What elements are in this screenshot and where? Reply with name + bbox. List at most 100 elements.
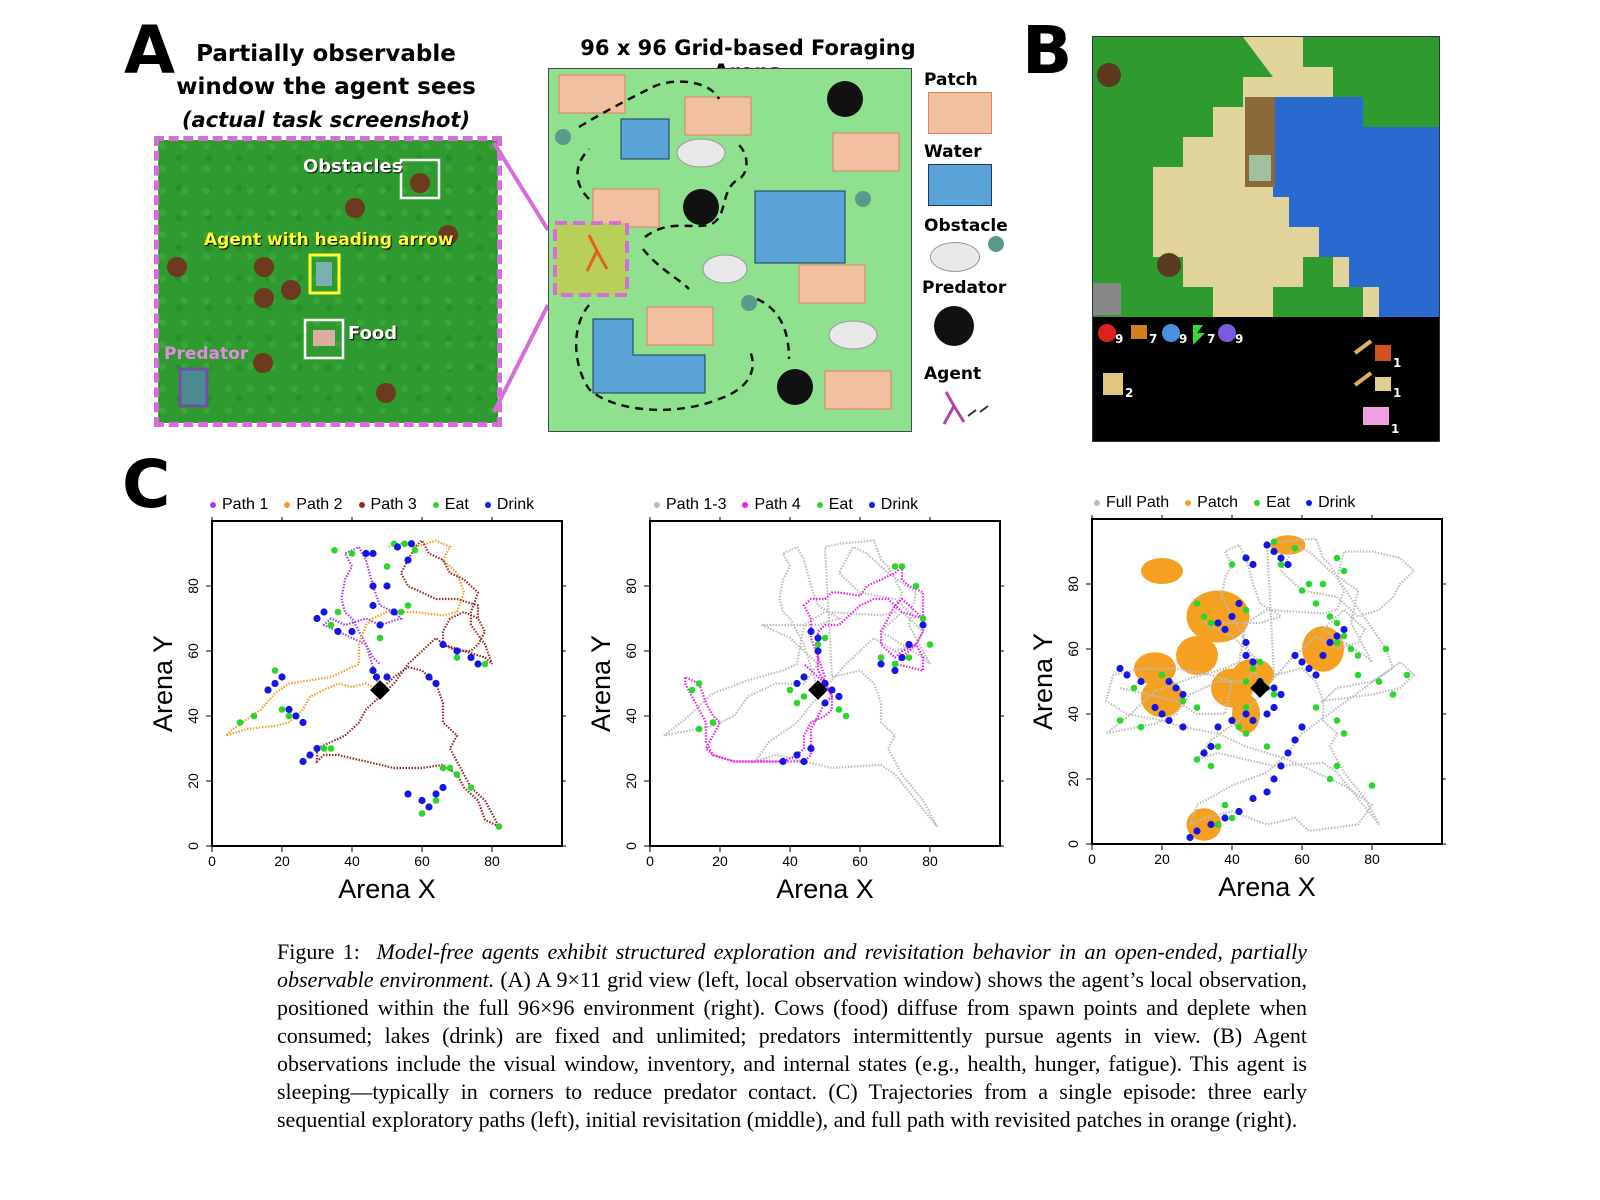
drink-point bbox=[814, 634, 822, 642]
drink-point bbox=[1333, 632, 1341, 640]
drink-point bbox=[898, 653, 906, 662]
drink-point bbox=[1298, 658, 1306, 666]
eat-point bbox=[1333, 619, 1341, 627]
drink-point bbox=[1200, 749, 1208, 757]
eat-point bbox=[1277, 561, 1285, 568]
drink-point bbox=[467, 653, 475, 662]
legend-item-path1: Path 1 bbox=[210, 496, 268, 514]
drink-point bbox=[877, 660, 885, 668]
drink-point bbox=[453, 647, 461, 655]
cow-patch bbox=[798, 264, 866, 304]
eat-point bbox=[1333, 554, 1341, 562]
water-lake bbox=[754, 190, 846, 264]
tree-icon bbox=[376, 383, 396, 403]
drink-point bbox=[369, 666, 377, 675]
x-tick-label: 20 bbox=[712, 853, 728, 869]
drink-point bbox=[1228, 612, 1236, 621]
legend-text: Full Path bbox=[1106, 494, 1170, 511]
agent-sprite-icon bbox=[316, 262, 332, 286]
health-icon bbox=[1098, 324, 1116, 342]
plot-frame bbox=[649, 520, 1001, 847]
drink-point bbox=[1249, 794, 1257, 803]
drink-point bbox=[320, 608, 328, 616]
eat-point bbox=[236, 719, 244, 726]
legend-agent-label: Agent bbox=[924, 364, 982, 384]
eat-point bbox=[1326, 775, 1334, 783]
zoom-connector bbox=[492, 141, 550, 413]
legend-text: Path 2 bbox=[296, 496, 343, 513]
legend-text: Path 3 bbox=[370, 496, 417, 513]
drink-point bbox=[299, 757, 307, 766]
drink-point bbox=[1151, 703, 1159, 712]
y-tick-label: 80 bbox=[185, 578, 201, 594]
energy-count: 7 bbox=[1207, 332, 1215, 346]
drink-point bbox=[1263, 788, 1271, 796]
plot-frame bbox=[211, 520, 563, 847]
eat-point bbox=[383, 563, 391, 570]
tree-icon bbox=[410, 173, 430, 193]
y-tick-label: 80 bbox=[623, 578, 639, 594]
tool-count-3: 1 bbox=[1391, 422, 1399, 436]
drink-point bbox=[369, 549, 377, 558]
eat-point bbox=[1375, 678, 1383, 685]
eat-point bbox=[1242, 606, 1250, 614]
drink-point bbox=[369, 601, 377, 610]
eat-point bbox=[1228, 814, 1236, 822]
drink-point bbox=[439, 783, 447, 792]
x-tick-label: 0 bbox=[208, 853, 216, 869]
eat-point bbox=[898, 563, 906, 570]
patch-region bbox=[1134, 652, 1176, 685]
legend-item-patch: Patch bbox=[1185, 494, 1238, 512]
drink-point bbox=[1165, 677, 1173, 686]
drink-point bbox=[1340, 625, 1348, 634]
eat-point bbox=[1235, 723, 1243, 731]
eat-point bbox=[1158, 671, 1166, 679]
eat-point bbox=[1137, 723, 1145, 731]
drink-point bbox=[1270, 684, 1278, 692]
drink-point bbox=[1277, 554, 1285, 562]
drink-point bbox=[1249, 560, 1257, 569]
eat-point bbox=[327, 745, 335, 752]
drink-point bbox=[278, 673, 286, 681]
drink-point bbox=[1270, 547, 1278, 556]
tree-icon bbox=[254, 288, 274, 308]
eat-point bbox=[278, 706, 286, 713]
drink-point bbox=[1235, 807, 1243, 816]
drink-point bbox=[372, 673, 381, 681]
drink-point bbox=[807, 627, 815, 636]
drink-point bbox=[1137, 677, 1145, 686]
drink-point bbox=[348, 627, 356, 636]
predator-icon bbox=[777, 369, 813, 405]
eat-point bbox=[432, 797, 440, 804]
drink-point bbox=[1193, 827, 1201, 835]
x-tick-label: 20 bbox=[274, 853, 290, 869]
eat-point bbox=[401, 540, 408, 548]
eat-point bbox=[821, 634, 829, 642]
sleeping-agent-icon bbox=[1249, 155, 1271, 181]
x-axis-title: Arena X bbox=[1218, 872, 1316, 902]
caption-lead: Model-free agents exhibit structured exp… bbox=[277, 939, 1307, 992]
panel-c-letter: C bbox=[122, 446, 171, 523]
drink-point bbox=[407, 540, 416, 548]
plot2-legend: Path 1-3 Path 4 Eat Drink bbox=[654, 496, 918, 514]
eat-point bbox=[1333, 639, 1341, 646]
health-count: 9 bbox=[1115, 332, 1123, 346]
eat-point bbox=[835, 706, 843, 713]
tree-icon bbox=[254, 257, 274, 277]
drink-point bbox=[376, 621, 384, 629]
drink-point bbox=[1235, 599, 1243, 608]
legend-text: Patch bbox=[1197, 494, 1239, 511]
cow-patch bbox=[684, 96, 752, 136]
cow-patch bbox=[646, 306, 714, 346]
agent-highlight-box bbox=[308, 253, 341, 295]
eat-point bbox=[842, 712, 850, 720]
drink-point bbox=[779, 757, 787, 766]
tree-icon bbox=[438, 225, 458, 245]
eat-point bbox=[348, 550, 356, 557]
eat-point bbox=[814, 641, 822, 648]
predator-icon bbox=[827, 81, 863, 117]
observation-view-art: 9 7 9 7 9 2 1 1 1 bbox=[1093, 37, 1439, 436]
eat-point bbox=[1354, 671, 1362, 679]
eat-point bbox=[695, 725, 703, 733]
eat-point bbox=[800, 693, 808, 700]
